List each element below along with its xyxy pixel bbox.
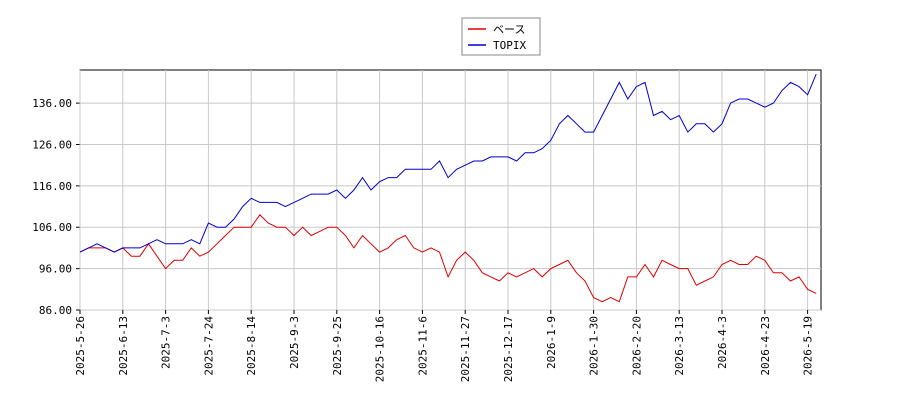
legend-label: ベース — [493, 23, 525, 36]
x-tick-label: 2025-9-3 — [288, 316, 301, 369]
x-tick-label: 2026-4-23 — [759, 316, 772, 376]
x-tick-label: 2025-12-17 — [502, 316, 515, 382]
x-tick-label: 2025-9-25 — [331, 316, 344, 376]
x-tick-label: 2026-2-20 — [630, 316, 643, 376]
y-tick-label: 116.00 — [32, 180, 72, 193]
series-line — [79, 73, 817, 253]
legend: ベース TOPIX — [461, 17, 541, 56]
y-tick-label: 96.00 — [39, 263, 72, 276]
legend-box — [461, 17, 541, 56]
y-tick-label: 126.00 — [32, 138, 72, 151]
y-tick-label: 106.00 — [32, 221, 72, 234]
y-tick-label: 136.00 — [32, 97, 72, 110]
plot-frame — [79, 69, 822, 311]
x-tick-label: 2025-8-14 — [245, 316, 258, 376]
legend-label: TOPIX — [493, 39, 526, 52]
x-tick-label: 2026-1-30 — [588, 316, 601, 376]
x-tick-label: 2026-1-9 — [545, 316, 558, 369]
x-tick-label: 2026-4-3 — [716, 316, 729, 369]
x-tick-label: 2025-7-3 — [160, 316, 173, 369]
x-tick-label: 2025-11-27 — [459, 316, 472, 382]
x-tick-label: 2025-7-24 — [202, 316, 215, 376]
x-tick-label: 2025-11-6 — [416, 316, 429, 376]
x-tick-label: 2026-5-19 — [802, 316, 815, 376]
y-tick-label: 86.00 — [39, 304, 72, 317]
x-tick-label: 2026-3-13 — [673, 316, 686, 376]
x-tick-label: 2025-6-13 — [117, 316, 130, 376]
series-line — [79, 214, 817, 303]
x-tick-label: 2025-5-26 — [74, 316, 87, 376]
x-tick-label: 2025-10-16 — [374, 316, 387, 382]
